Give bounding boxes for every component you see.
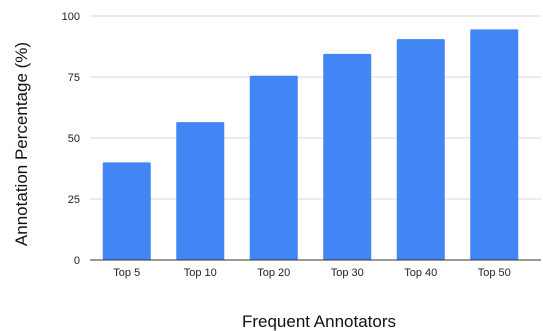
y-tick-label: 75 — [68, 72, 80, 84]
bar — [396, 39, 445, 261]
x-tick-label: Top 20 — [257, 267, 290, 279]
y-tick-label: 0 — [74, 255, 80, 267]
x-tick-label: Top 30 — [331, 267, 364, 279]
y-tick-label: 100 — [62, 11, 80, 23]
x-tick-label: Top 10 — [184, 267, 217, 279]
bar — [470, 29, 519, 261]
bar — [249, 75, 298, 260]
y-axis-title: Annotation Percentage (%) — [12, 42, 31, 246]
x-tick-label: Top 40 — [404, 267, 437, 279]
x-axis-title: Frequent Annotators — [242, 312, 396, 331]
bar — [323, 53, 372, 260]
bar — [102, 162, 151, 260]
y-tick-labels: 0 25 50 75 100 — [62, 11, 80, 267]
x-tick-label: Top 50 — [478, 267, 511, 279]
y-tick-label: 50 — [68, 133, 80, 145]
x-tick-labels: Top 5 Top 10 Top 20 Top 30 Top 40 Top 50 — [113, 267, 510, 279]
bar — [176, 122, 225, 260]
bars — [102, 29, 519, 261]
x-tick-label: Top 5 — [113, 267, 140, 279]
gridlines — [90, 15, 541, 200]
y-tick-label: 25 — [68, 194, 80, 206]
